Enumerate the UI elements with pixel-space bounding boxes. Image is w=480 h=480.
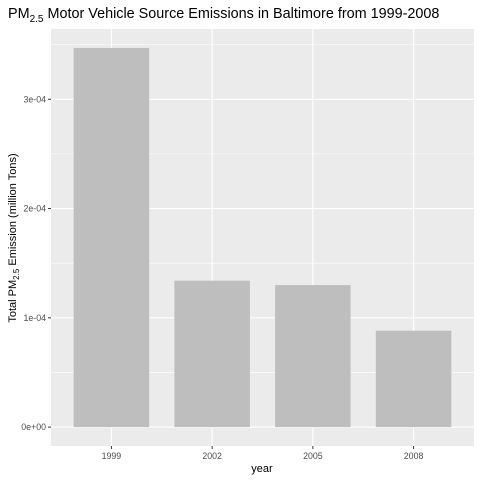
- bar-2008: [375, 330, 452, 428]
- x-axis-title: year: [251, 463, 273, 475]
- bar-2002: [174, 280, 250, 428]
- chart-title: PM2.5 Motor Vehicle Source Emissions in …: [8, 6, 439, 25]
- bars: [73, 47, 452, 428]
- y-tick-label: 3e-04: [24, 94, 47, 104]
- x-tick-label: 2002: [202, 451, 222, 461]
- y-tick-label: 2e-04: [24, 204, 47, 214]
- y-tick-label: 0e+00: [21, 422, 46, 432]
- bar-1999: [73, 47, 150, 428]
- x-axis: 1999 2002 2005 2008: [102, 446, 424, 461]
- x-tick-label: 1999: [102, 451, 122, 461]
- y-tick-label: 1e-04: [24, 313, 47, 323]
- y-axis-title: Total PM2.5 Emission (million Tons): [7, 153, 21, 322]
- x-tick-label: 2005: [303, 451, 323, 461]
- bar-2005: [275, 285, 351, 428]
- x-tick-label: 2008: [404, 451, 424, 461]
- y-axis: 0e+00 1e-04 2e-04 3e-04: [21, 94, 51, 432]
